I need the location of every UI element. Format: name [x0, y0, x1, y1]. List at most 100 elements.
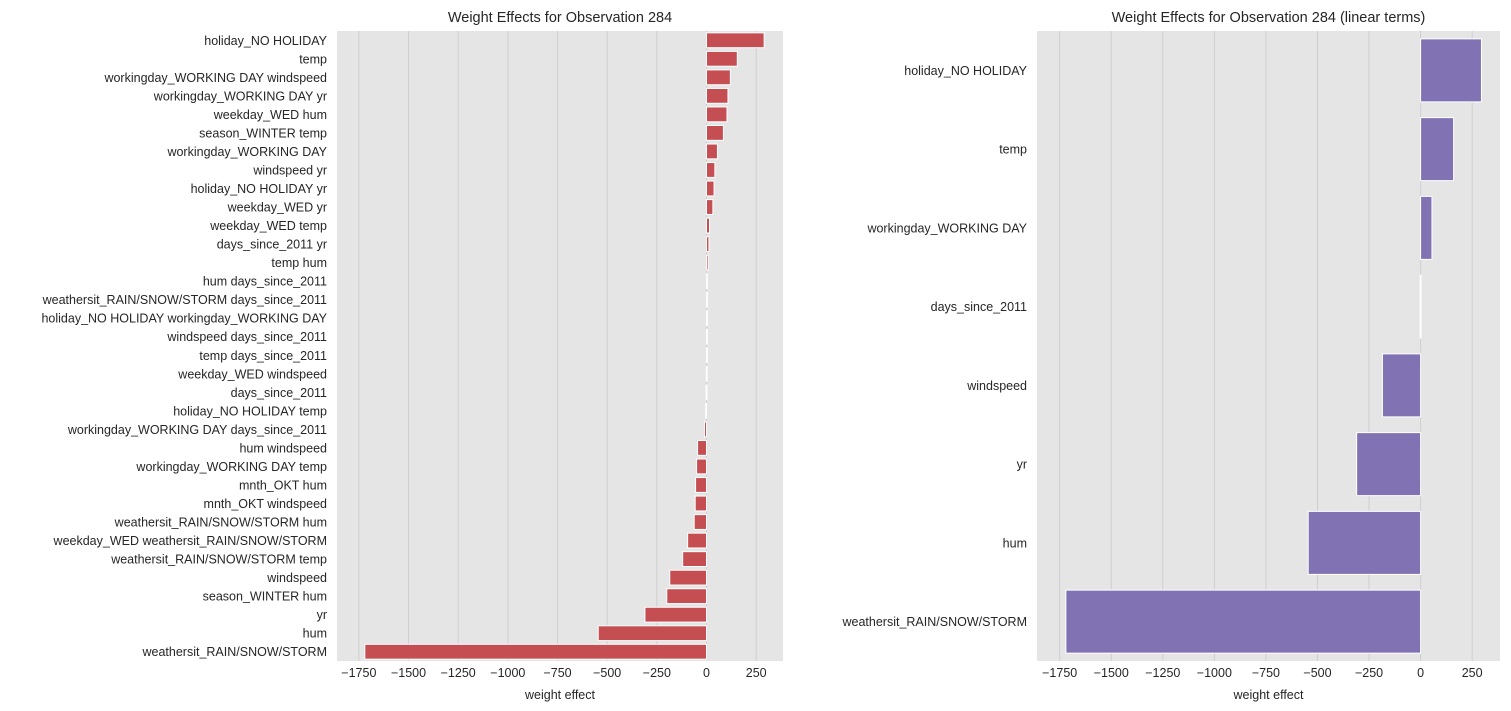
- y-tick-label: temp hum: [271, 256, 327, 270]
- y-tick-label: days_since_2011 yr: [217, 238, 327, 252]
- x-tick-label: −750: [1252, 666, 1280, 680]
- bar: [666, 588, 708, 605]
- bar: [705, 365, 708, 382]
- y-tick-label: mnth_OKT windspeed: [204, 497, 327, 511]
- bar: [706, 69, 731, 86]
- x-tick-label: −250: [643, 666, 671, 680]
- bar: [1419, 274, 1422, 339]
- chart-title: Weight Effects for Observation 284 (line…: [1112, 10, 1426, 26]
- x-tick-label: −1500: [1094, 666, 1129, 680]
- y-tick-label: weathersit_RAIN/SNOW/STORM temp: [110, 553, 327, 567]
- bar: [706, 254, 709, 271]
- y-tick-label: windspeed: [266, 571, 327, 585]
- y-tick-label: hum windspeed: [239, 441, 327, 455]
- bar: [693, 514, 708, 530]
- y-tick-label: weathersit_RAIN/SNOW/STORM days_since_20…: [42, 293, 327, 307]
- x-tick-label: −1750: [1042, 666, 1077, 680]
- x-tick-label: −1000: [1197, 666, 1232, 680]
- y-tick-label: workingday_WORKING DAY temp: [135, 460, 327, 474]
- x-tick-label: −1750: [341, 666, 376, 680]
- bar: [706, 125, 724, 141]
- y-tick-label: hum days_since_2011: [203, 275, 327, 289]
- bar: [706, 143, 718, 160]
- y-tick-label: workingday_WORKING DAY yr: [153, 89, 327, 103]
- y-tick-label: weekday_WED windspeed: [177, 367, 327, 381]
- bar: [696, 458, 708, 475]
- y-tick-label: weekday_WED temp: [209, 219, 327, 233]
- bar: [1420, 117, 1455, 182]
- x-tick-label: 0: [703, 666, 710, 680]
- y-tick-label: days_since_2011: [231, 386, 327, 400]
- y-tick-label: weathersit_RAIN/SNOW/STORM: [141, 645, 327, 659]
- x-tick-label: 0: [1417, 666, 1424, 680]
- x-tick-label: −1250: [441, 666, 476, 680]
- y-tick-label: hum: [303, 627, 327, 641]
- y-tick-label: yr: [1017, 458, 1027, 472]
- x-tick-label: −250: [1355, 666, 1383, 680]
- bar: [1356, 432, 1422, 497]
- bar: [706, 273, 708, 290]
- bar: [364, 643, 708, 660]
- y-tick-label: temp: [999, 143, 1027, 157]
- bar: [706, 32, 765, 49]
- x-tick-label: −500: [1303, 666, 1331, 680]
- bar: [706, 217, 710, 234]
- bar: [706, 236, 710, 252]
- bar: [706, 347, 708, 364]
- bar: [706, 162, 716, 178]
- y-tick-label: windspeed days_since_2011: [166, 330, 327, 344]
- bar: [706, 180, 715, 197]
- bar: [694, 495, 708, 512]
- y-tick-label: windspeed: [966, 379, 1027, 393]
- y-tick-label: workingday_WORKING DAY: [166, 145, 327, 159]
- y-tick-label: yr: [317, 608, 327, 622]
- y-tick-label: holiday_NO HOLIDAY yr: [191, 182, 327, 196]
- y-tick-label: holiday_NO HOLIDAY: [904, 64, 1027, 78]
- y-tick-label: workingday_WORKING DAY days_since_2011: [67, 423, 327, 437]
- y-tick-label: temp days_since_2011: [199, 349, 327, 363]
- linear-terms-chart: holiday_NO HOLIDAY temp workingday_WORKING…: [841, 10, 1500, 702]
- bar: [597, 625, 708, 642]
- y-tick-label: hum: [1003, 536, 1027, 550]
- bar: [682, 551, 708, 567]
- x-tick-label: −1250: [1145, 666, 1180, 680]
- bar: [706, 291, 708, 308]
- bar: [669, 569, 708, 586]
- y-tick-label: temp: [299, 52, 327, 66]
- bar: [1381, 353, 1422, 418]
- y-tick-label: weekday_WED yr: [227, 201, 327, 215]
- y-tick-label: weekday_WED weathersit_RAIN/SNOW/STORM: [53, 534, 327, 548]
- y-tick-label: weathersit_RAIN/SNOW/STORM hum: [114, 516, 327, 530]
- bar: [695, 477, 708, 493]
- y-tick-label: days_since_2011: [931, 300, 1027, 314]
- y-tick-label: weekday_WED hum: [213, 108, 327, 122]
- y-tick-label: season_WINTER hum: [203, 590, 327, 604]
- bar: [1420, 38, 1482, 103]
- chart-title: Weight Effects for Observation 284: [448, 10, 672, 26]
- bar: [1420, 195, 1433, 260]
- bar: [704, 421, 708, 438]
- bar: [705, 384, 708, 401]
- y-tick-label: workingday_WORKING DAY: [866, 221, 1027, 235]
- x-axis-label: weight effect: [524, 688, 595, 702]
- bar: [705, 402, 708, 419]
- bar: [644, 606, 708, 623]
- bar: [706, 50, 738, 67]
- x-tick-label: 250: [1462, 666, 1483, 680]
- x-tick-label: −1500: [391, 666, 426, 680]
- bar: [706, 328, 708, 345]
- weight-effects-chart: holiday_NO HOLIDAY temp workingday_WORKING…: [41, 10, 783, 702]
- y-tick-label: season_WINTER temp: [199, 126, 327, 140]
- y-tick-label: weathersit_RAIN/SNOW/STORM: [841, 615, 1027, 629]
- bar: [1307, 510, 1422, 575]
- y-tick-label: mnth_OKT hum: [239, 478, 327, 492]
- bar: [706, 87, 729, 104]
- x-axis-label: weight effect: [1233, 688, 1304, 702]
- y-tick-label: windspeed yr: [252, 163, 327, 177]
- y-tick-label: workingday_WORKING DAY windspeed: [103, 71, 327, 85]
- bar: [697, 440, 708, 456]
- bar: [687, 532, 708, 549]
- bar: [706, 199, 714, 215]
- bar: [1065, 589, 1422, 654]
